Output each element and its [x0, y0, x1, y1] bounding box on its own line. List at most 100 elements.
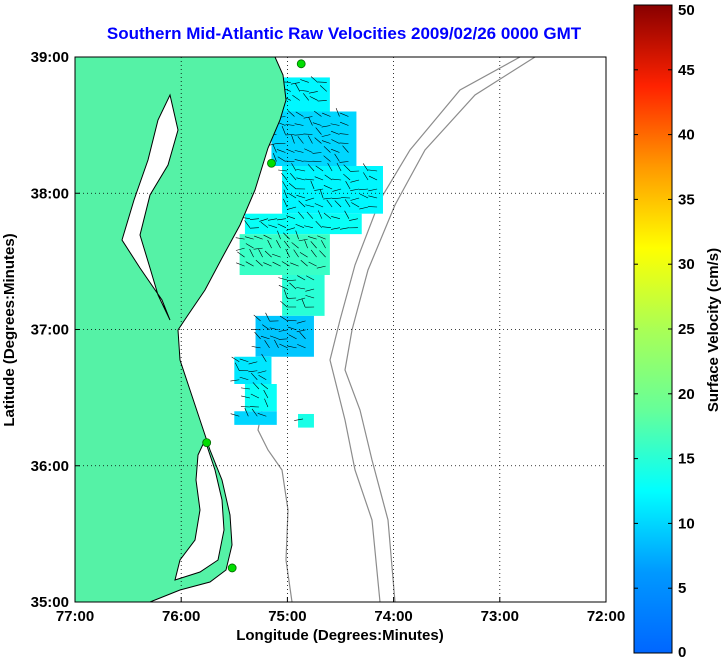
velocity-vector [297, 211, 305, 219]
velocity-vector [344, 210, 350, 219]
velocity-vector [324, 174, 333, 181]
coverage-cell [239, 234, 330, 275]
velocity-vector [272, 261, 281, 267]
velocity-vector [257, 370, 267, 374]
velocity-vector [265, 312, 270, 322]
velocity-vector [308, 91, 318, 94]
velocity-vector [343, 173, 351, 181]
velocity-vector [244, 220, 251, 228]
velocity-vector [317, 100, 327, 102]
coverage-cell [282, 275, 325, 316]
velocity-vector [342, 145, 349, 153]
velocity-vector [251, 408, 258, 417]
colorbar-tick-label: 40 [678, 127, 695, 144]
velocity-vector [303, 133, 313, 135]
velocity-vector [239, 358, 249, 363]
velocity-vector [339, 121, 349, 126]
velocity-vector [296, 177, 306, 181]
colorbar-tick-label: 25 [678, 321, 695, 338]
velocity-vector [305, 295, 315, 299]
velocity-vector [312, 152, 322, 154]
velocity-vector [277, 223, 287, 228]
velocity-vector [278, 338, 288, 340]
velocity-vector [336, 162, 342, 172]
y-tick-label: 37:00 [31, 322, 69, 339]
velocity-vector [305, 178, 315, 181]
velocity-vector [258, 248, 263, 258]
chart-title: Southern Mid-Atlantic Raw Velocities 200… [107, 24, 582, 43]
velocity-vector [314, 203, 324, 208]
velocity-vector [339, 142, 349, 144]
velocity-vector [323, 155, 331, 162]
velocity-vector [264, 250, 272, 258]
bathymetry-contours [257, 57, 536, 602]
velocity-vector [368, 188, 378, 192]
velocity-vector [310, 241, 317, 249]
y-tick-label: 36:00 [31, 458, 69, 475]
velocity-vector [259, 218, 269, 222]
velocity-vector [319, 189, 324, 199]
velocity-vector [249, 248, 254, 258]
velocity-vector [278, 169, 288, 172]
velocity-vector [250, 393, 260, 399]
velocity-vector [359, 206, 369, 210]
velocity-vector [332, 197, 342, 199]
velocity-vector [330, 130, 340, 135]
velocity-vector [303, 116, 313, 119]
grid-lines [75, 57, 606, 602]
colorbar-tick-label: 0 [678, 644, 686, 659]
velocity-vector [254, 331, 261, 340]
velocity-vector [272, 253, 281, 258]
velocity-vector [278, 285, 288, 290]
velocity-vector [314, 137, 322, 144]
velocity-vector [269, 335, 279, 340]
radar-station-marker [267, 158, 276, 168]
velocity-vector [263, 234, 272, 240]
velocity-vector [350, 197, 360, 201]
velocity-vector [276, 240, 281, 249]
velocity-vector [260, 335, 270, 340]
velocity-vector [253, 314, 261, 322]
velocity-vector [300, 79, 309, 83]
velocity-vector [306, 275, 315, 281]
velocity-vector [310, 180, 315, 190]
velocity-vector [321, 134, 331, 137]
colorbar-tick-label: 50 [678, 2, 695, 19]
colorbar-tick-label: 30 [678, 256, 695, 273]
velocity-vector [267, 239, 272, 249]
velocity-vector [276, 218, 286, 221]
velocity-vector [251, 346, 261, 349]
velocity-vector [293, 249, 299, 258]
velocity-vector [252, 382, 260, 390]
coverage-cell [271, 111, 357, 166]
velocity-vector [349, 218, 358, 221]
velocity-vector [289, 282, 297, 290]
x-axis-ticks: 77:00 76:00 75:00 74:00 73:00 72:00 [56, 597, 625, 625]
velocity-vector [308, 117, 313, 126]
velocity-vector [290, 82, 300, 85]
velocity-vector [235, 237, 245, 240]
bathymetry-contour [257, 409, 293, 602]
velocity-vector [340, 112, 349, 117]
velocity-vector [332, 188, 342, 192]
velocity-vector [351, 202, 360, 208]
velocity-vector [340, 227, 349, 230]
velocity-vector [237, 251, 245, 258]
radar-station-marker [202, 438, 212, 447]
velocity-vector [294, 418, 304, 421]
velocity-vector [299, 89, 309, 92]
velocity-vector [253, 247, 263, 250]
velocity-vector [317, 210, 323, 219]
velocity-vector [280, 300, 288, 308]
velocity-vector [292, 95, 300, 101]
velocity-vector [368, 195, 378, 199]
velocity-vector [268, 218, 277, 221]
velocity-vector [304, 148, 313, 153]
velocity-vector [258, 374, 267, 381]
velocity-vector [230, 379, 240, 382]
velocity-vector [323, 212, 332, 219]
velocity-vector [362, 163, 369, 172]
colorbar-tick-label: 10 [678, 515, 695, 532]
colorbar-tick-label: 20 [678, 386, 695, 403]
velocity-vector [281, 261, 290, 267]
